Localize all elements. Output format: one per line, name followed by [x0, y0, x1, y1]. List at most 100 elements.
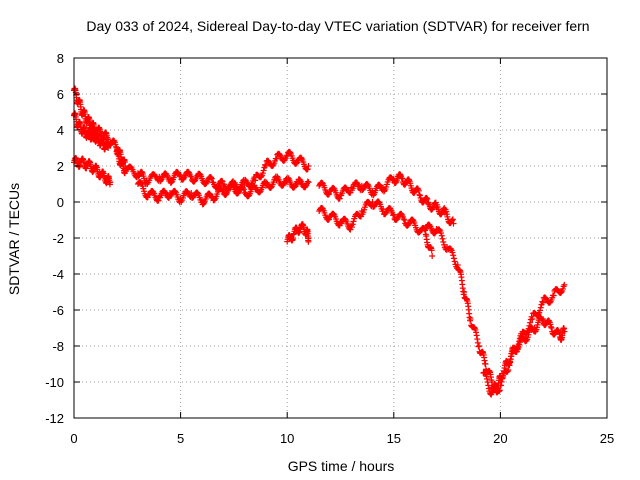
data-point: [467, 316, 474, 322]
data-point-trace: [111, 137, 118, 144]
data-point-trace: [496, 387, 503, 394]
data-point-trace: [283, 153, 290, 160]
data-point-trace: [473, 332, 480, 339]
data-point: [476, 343, 483, 349]
y-tick-label: -4: [52, 267, 64, 282]
x-tick-label: 10: [280, 431, 294, 446]
data-point: [482, 361, 489, 367]
data-point: [561, 281, 568, 288]
data-point: [461, 289, 468, 295]
data-point-trace: [390, 212, 397, 219]
y-tick-label: -8: [52, 339, 64, 354]
y-tick-label: -6: [52, 303, 64, 318]
data-point-trace: [449, 216, 456, 223]
data-point-trace: [304, 166, 311, 173]
data-point-trace: [336, 195, 343, 202]
x-axis-label: GPS time / hours: [288, 458, 395, 474]
data-point-trace: [547, 323, 554, 330]
data-point-trace: [438, 230, 445, 237]
x-tick-label: 0: [70, 431, 77, 446]
y-tick-label: 8: [57, 51, 64, 66]
data-point-trace: [415, 187, 422, 194]
data-point-trace: [440, 238, 447, 245]
data-point-trace: [473, 329, 480, 336]
y-tick-label: 2: [57, 159, 64, 174]
data-point-trace: [423, 195, 430, 202]
data-point-trace: [348, 224, 355, 231]
data-point-trace: [505, 367, 512, 374]
data-point-trace: [223, 191, 230, 198]
data-point-trace: [229, 181, 236, 188]
data-point-trace: [499, 375, 506, 382]
data-point: [390, 211, 397, 218]
x-tick-label: 20: [493, 431, 507, 446]
data-points: [71, 85, 568, 398]
data-point-trace: [498, 382, 505, 389]
data-point-trace: [397, 171, 404, 178]
data-point-trace: [325, 216, 332, 223]
data-point-trace: [474, 336, 481, 343]
data-point-trace: [436, 226, 443, 233]
data-point-trace: [485, 382, 492, 389]
data-point-trace: [558, 289, 565, 296]
data-point-trace: [546, 317, 553, 324]
data-point-trace: [262, 161, 269, 168]
data-point-trace: [447, 245, 454, 252]
data-point-trace: [240, 184, 247, 191]
data-point: [107, 179, 114, 186]
data-point: [429, 253, 436, 259]
data-point: [294, 181, 301, 187]
data-point-trace: [449, 217, 456, 224]
data-point: [550, 292, 557, 299]
x-tick-label: 5: [177, 431, 184, 446]
y-tick-label: -10: [45, 375, 64, 390]
data-point-trace: [138, 179, 145, 186]
data-point-trace: [450, 252, 457, 259]
y-tick-label: 4: [57, 123, 64, 138]
data-point-trace: [297, 177, 304, 184]
data-point-trace: [450, 255, 457, 262]
data-point: [399, 175, 406, 182]
data-point: [105, 145, 112, 151]
data-point: [262, 163, 269, 169]
data-point-trace: [325, 191, 332, 198]
data-point: [252, 177, 259, 184]
data-point: [488, 389, 495, 396]
data-point-trace: [431, 230, 438, 237]
data-point-trace: [507, 359, 514, 366]
data-point-trace: [258, 173, 265, 180]
data-point: [561, 328, 568, 335]
data-point-trace: [556, 331, 563, 338]
data-point-trace: [483, 373, 490, 380]
data-point-trace: [539, 298, 546, 305]
data-point: [416, 191, 423, 198]
x-tick-label: 15: [387, 431, 401, 446]
data-point-trace: [485, 385, 492, 392]
data-point: [548, 325, 555, 331]
data-point-trace: [504, 368, 511, 375]
data-point-trace: [438, 232, 445, 239]
data-point-trace: [426, 222, 433, 229]
data-point: [188, 173, 195, 180]
data-point-trace: [496, 388, 503, 395]
data-point-trace: [449, 249, 456, 256]
data-point-trace: [409, 216, 416, 223]
data-point: [401, 217, 408, 223]
data-point-trace: [268, 184, 275, 191]
chart-title: Day 033 of 2024, Sidereal Day-to-day VTE…: [86, 18, 589, 34]
data-point-trace: [428, 247, 435, 254]
data-point: [273, 155, 280, 162]
y-tick-label: -2: [52, 231, 64, 246]
data-point-trace: [260, 167, 267, 174]
data-point-trace: [527, 319, 534, 326]
data-point: [305, 163, 312, 169]
data-point: [105, 136, 112, 142]
y-tick-label: 6: [57, 87, 64, 102]
data-point-trace: [507, 356, 514, 363]
data-point-trace: [536, 307, 543, 314]
data-point-trace: [208, 175, 215, 182]
data-point-trace: [187, 173, 194, 180]
data-point-trace: [349, 221, 356, 228]
